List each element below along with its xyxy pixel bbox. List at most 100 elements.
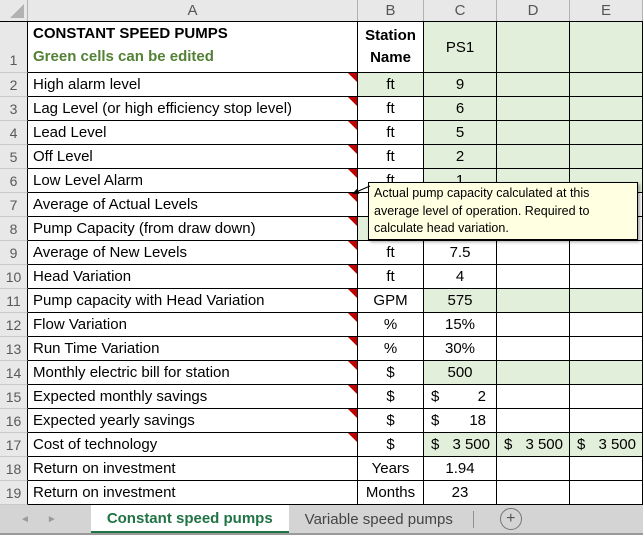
- value-cell-e[interactable]: [570, 121, 643, 145]
- unit-cell[interactable]: $: [358, 433, 424, 457]
- row-label-cell[interactable]: Return on investment: [28, 481, 358, 505]
- value-cell-e[interactable]: [570, 481, 643, 505]
- value-cell-e[interactable]: [570, 409, 643, 433]
- row-label-cell[interactable]: Flow Variation: [28, 313, 358, 337]
- row-label-cell[interactable]: Average of New Levels: [28, 241, 358, 265]
- unit-cell[interactable]: ft: [358, 121, 424, 145]
- unit-cell[interactable]: %: [358, 337, 424, 361]
- row-number[interactable]: 9: [0, 241, 28, 265]
- value-cell-d[interactable]: $3 500: [497, 433, 570, 457]
- value-cell-c[interactable]: 1.94: [424, 457, 497, 481]
- value-cell-c[interactable]: 6: [424, 97, 497, 121]
- unit-cell[interactable]: %: [358, 313, 424, 337]
- value-cell-c[interactable]: 2: [424, 145, 497, 169]
- value-cell-d[interactable]: [497, 241, 570, 265]
- column-header-e[interactable]: E: [570, 0, 643, 21]
- row-number[interactable]: 19: [0, 481, 28, 505]
- row-number[interactable]: 6: [0, 169, 28, 193]
- row-label-cell[interactable]: Low Level Alarm: [28, 169, 358, 193]
- value-cell-d[interactable]: [497, 73, 570, 97]
- value-cell-d[interactable]: [497, 97, 570, 121]
- row-label-cell[interactable]: Pump Capacity (from draw down): [28, 217, 358, 241]
- column-header-a[interactable]: A: [28, 0, 358, 21]
- unit-cell[interactable]: ft: [358, 265, 424, 289]
- row-label-cell[interactable]: Monthly electric bill for station: [28, 361, 358, 385]
- value-cell-e[interactable]: [570, 385, 643, 409]
- value-cell-e[interactable]: [570, 265, 643, 289]
- value-cell-e[interactable]: [570, 145, 643, 169]
- value-cell-c[interactable]: 30%: [424, 337, 497, 361]
- station-value-cell[interactable]: PS1: [424, 22, 497, 73]
- row-number[interactable]: 14: [0, 361, 28, 385]
- row-number[interactable]: 1: [0, 22, 28, 73]
- value-cell-e[interactable]: [570, 457, 643, 481]
- station-name-header-cell[interactable]: Station Name: [358, 22, 424, 73]
- row-number[interactable]: 18: [0, 457, 28, 481]
- unit-cell[interactable]: Years: [358, 457, 424, 481]
- row-number[interactable]: 15: [0, 385, 28, 409]
- value-cell-e[interactable]: $3 500: [570, 433, 643, 457]
- row-number[interactable]: 8: [0, 217, 28, 241]
- row-label-cell[interactable]: Expected monthly savings: [28, 385, 358, 409]
- row-label-cell[interactable]: High alarm level: [28, 73, 358, 97]
- value-cell-d[interactable]: [497, 265, 570, 289]
- row-number[interactable]: 16: [0, 409, 28, 433]
- value-cell-c[interactable]: $3 500: [424, 433, 497, 457]
- value-cell-c[interactable]: 9: [424, 73, 497, 97]
- column-header-c[interactable]: C: [424, 0, 497, 21]
- unit-cell[interactable]: $: [358, 385, 424, 409]
- value-cell-d[interactable]: [497, 145, 570, 169]
- value-cell-d[interactable]: [497, 481, 570, 505]
- tab-variable-speed-pumps[interactable]: Variable speed pumps: [304, 510, 453, 528]
- row-number[interactable]: 7: [0, 193, 28, 217]
- row-number[interactable]: 2: [0, 73, 28, 97]
- tab-nav-right-icon[interactable]: ►: [46, 513, 57, 525]
- tab-nav-left-icon[interactable]: ◄: [20, 513, 30, 525]
- unit-cell[interactable]: $: [358, 361, 424, 385]
- row-label-cell[interactable]: Cost of technology: [28, 433, 358, 457]
- value-cell-e[interactable]: [570, 361, 643, 385]
- select-all-button[interactable]: [0, 0, 28, 21]
- row-label-cell[interactable]: Off Level: [28, 145, 358, 169]
- value-cell-d[interactable]: [497, 385, 570, 409]
- value-cell-c[interactable]: $18: [424, 409, 497, 433]
- add-sheet-button[interactable]: +: [499, 508, 522, 530]
- value-cell-d[interactable]: [497, 289, 570, 313]
- row-label-cell[interactable]: Lead Level: [28, 121, 358, 145]
- row-number[interactable]: 13: [0, 337, 28, 361]
- value-cell-e[interactable]: [570, 22, 643, 73]
- row-label-cell[interactable]: Head Variation: [28, 265, 358, 289]
- row-label-cell[interactable]: Expected yearly savings: [28, 409, 358, 433]
- value-cell-d[interactable]: [497, 337, 570, 361]
- row-number[interactable]: 17: [0, 433, 28, 457]
- row-label-cell[interactable]: Return on investment: [28, 457, 358, 481]
- value-cell-d[interactable]: [497, 457, 570, 481]
- row-label-cell[interactable]: Lag Level (or high efficiency stop level…: [28, 97, 358, 121]
- row-label-cell[interactable]: Run Time Variation: [28, 337, 358, 361]
- value-cell-e[interactable]: [570, 73, 643, 97]
- unit-cell[interactable]: Months: [358, 481, 424, 505]
- sheet-title-cell[interactable]: CONSTANT SPEED PUMPS Green cells can be …: [28, 22, 358, 73]
- value-cell-d[interactable]: [497, 361, 570, 385]
- value-cell-c[interactable]: 7.5: [424, 241, 497, 265]
- value-cell-d[interactable]: [497, 409, 570, 433]
- value-cell-e[interactable]: [570, 97, 643, 121]
- column-header-b[interactable]: B: [358, 0, 424, 21]
- row-number[interactable]: 3: [0, 97, 28, 121]
- row-number[interactable]: 5: [0, 145, 28, 169]
- value-cell-c[interactable]: 23: [424, 481, 497, 505]
- row-label-cell[interactable]: Average of Actual Levels: [28, 193, 358, 217]
- unit-cell[interactable]: GPM: [358, 289, 424, 313]
- value-cell-c[interactable]: 15%: [424, 313, 497, 337]
- column-header-d[interactable]: D: [497, 0, 570, 21]
- value-cell-c[interactable]: 500: [424, 361, 497, 385]
- unit-cell[interactable]: $: [358, 409, 424, 433]
- tab-constant-speed-pumps[interactable]: Constant speed pumps: [90, 505, 289, 533]
- row-label-cell[interactable]: Pump capacity with Head Variation: [28, 289, 358, 313]
- row-number[interactable]: 4: [0, 121, 28, 145]
- value-cell-c[interactable]: 5: [424, 121, 497, 145]
- value-cell-e[interactable]: [570, 313, 643, 337]
- row-number[interactable]: 11: [0, 289, 28, 313]
- value-cell-c[interactable]: 575: [424, 289, 497, 313]
- value-cell-e[interactable]: [570, 337, 643, 361]
